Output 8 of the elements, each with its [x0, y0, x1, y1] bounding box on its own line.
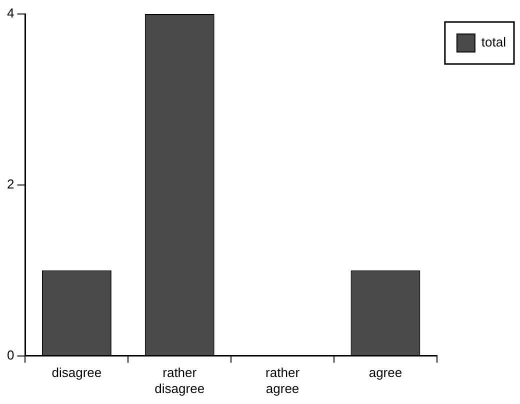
x-tick-label: agree [368, 365, 402, 380]
legend-label: total [481, 34, 506, 50]
x-tick-label: disagree [52, 365, 102, 380]
y-tick-label: 0 [6, 347, 14, 362]
x-tick-label: rather agree [266, 365, 300, 396]
y-tick-label: 4 [6, 6, 14, 21]
x-tick-label: rather disagree [154, 365, 205, 396]
y-tick-label: 2 [6, 176, 14, 192]
